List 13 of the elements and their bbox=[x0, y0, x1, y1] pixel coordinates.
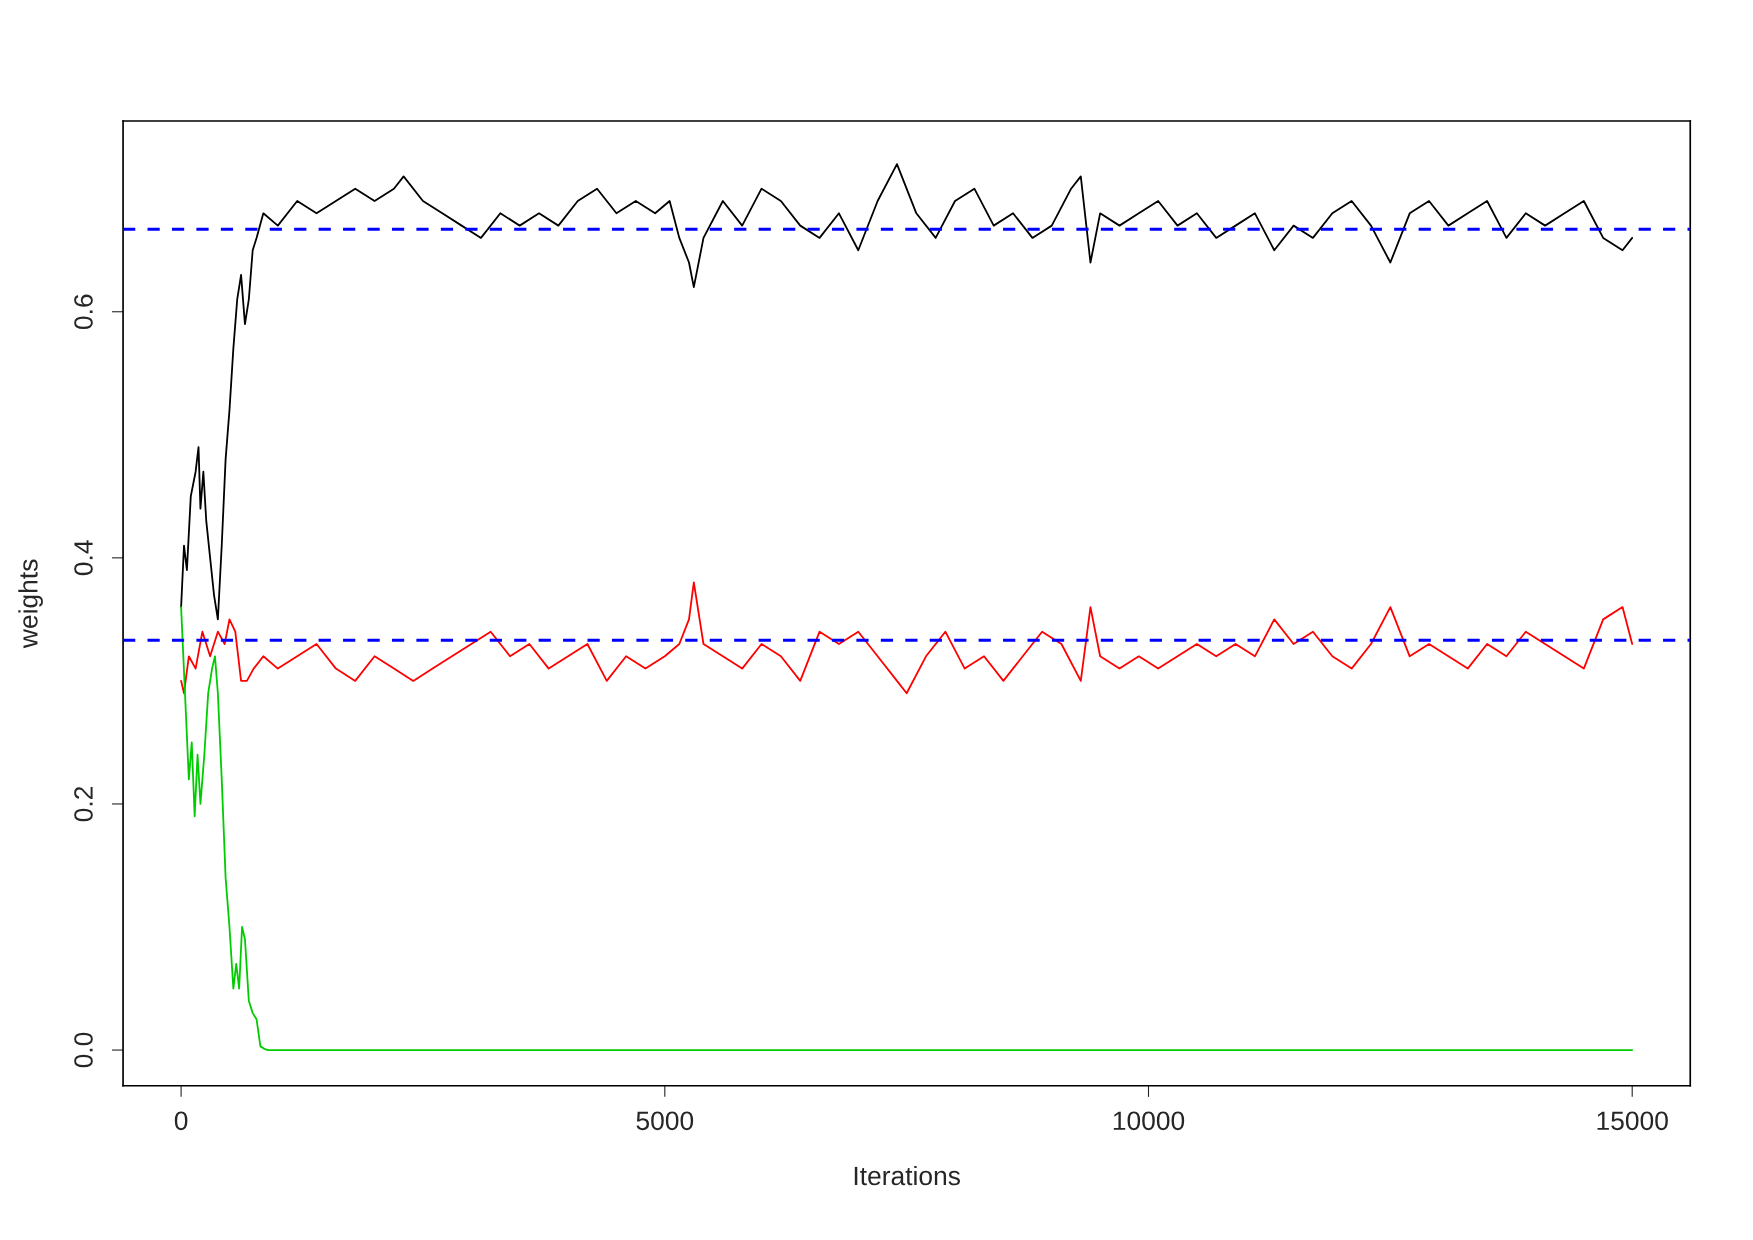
y-axis-title: weights bbox=[18, 559, 43, 649]
x-tick-label: 0 bbox=[174, 1111, 188, 1131]
x-tick-label: 5000 bbox=[636, 1111, 694, 1131]
x-tick-label: 15000 bbox=[1597, 1111, 1668, 1131]
x-tick-label: 10000 bbox=[1113, 1111, 1185, 1131]
y-tick-label: 0.0 bbox=[74, 1032, 93, 1068]
line-series bbox=[180, 606, 1634, 1051]
y-tick-label: 0.6 bbox=[74, 294, 93, 330]
line-series bbox=[180, 581, 1634, 695]
y-tick-label: 0.4 bbox=[74, 540, 93, 576]
x-axis-title: Iterations bbox=[854, 1165, 960, 1186]
line-series bbox=[180, 163, 1634, 621]
y-tick-label: 0.2 bbox=[74, 786, 93, 822]
